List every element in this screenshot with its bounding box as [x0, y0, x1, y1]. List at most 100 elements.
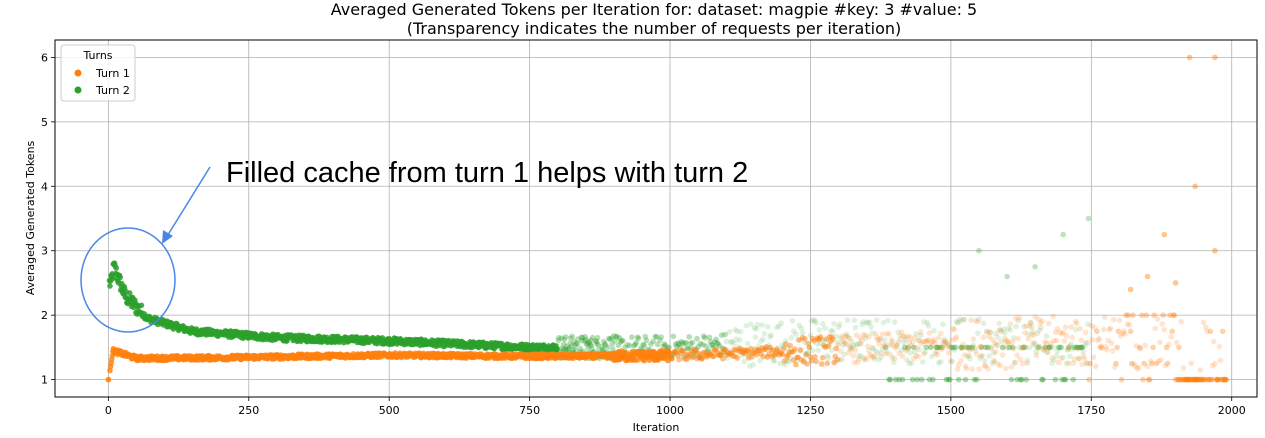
turn-1-point	[924, 337, 931, 344]
turn-2-point	[877, 336, 883, 343]
turn-2-point	[652, 333, 659, 340]
turn-2-point	[759, 322, 765, 328]
turn-2-point	[960, 317, 966, 323]
turn-2-point	[587, 342, 594, 349]
turn-1-point	[930, 338, 936, 345]
turn-2-point	[865, 319, 871, 326]
turn-1-point	[1135, 364, 1142, 371]
turn-2-point	[948, 344, 954, 351]
turn-1-point	[856, 356, 862, 363]
turn-1-point	[847, 335, 853, 342]
turn-1-point	[1127, 286, 1134, 293]
turn-1-point	[872, 330, 879, 337]
turn-2-point	[1038, 324, 1044, 331]
turn-2-point	[571, 338, 577, 345]
turn-2-point	[904, 357, 910, 363]
turn-2-point	[634, 334, 641, 341]
turn-2-point	[686, 334, 692, 340]
turn-2-point	[563, 343, 570, 350]
turn-2-point	[616, 335, 623, 341]
turn-1-point	[748, 345, 754, 352]
turn-2-point	[778, 320, 785, 326]
turn-1-point	[1133, 343, 1139, 349]
turn-1-point	[817, 334, 824, 340]
turn-1-point	[1212, 360, 1218, 367]
turn-2-point	[687, 340, 694, 347]
turn-1-point	[1137, 346, 1144, 352]
turn-1-point	[1176, 344, 1182, 351]
turn-2-point	[813, 320, 819, 326]
turn-1-point	[1157, 339, 1163, 346]
turn-1-point	[891, 355, 898, 362]
turn-1-point	[1132, 363, 1138, 370]
turn-2-point	[560, 346, 567, 353]
turn-1-point	[1032, 314, 1038, 320]
turn-2-point	[1017, 376, 1024, 383]
turn-1-point	[833, 345, 840, 352]
turn-1-point	[1107, 325, 1114, 332]
turn-2-point	[1018, 376, 1025, 383]
turn-2-point	[1084, 360, 1090, 366]
turn-2-point	[1085, 215, 1092, 222]
turn-1-point	[1066, 360, 1072, 367]
turn-1-point	[1169, 328, 1175, 335]
turn-2-point	[703, 343, 709, 349]
turn-2-point	[569, 333, 576, 340]
turn-2-point	[566, 345, 572, 351]
turn-2-point	[861, 357, 868, 363]
turn-1-point	[932, 340, 938, 346]
turn-2-point	[872, 348, 879, 354]
turn-2-point	[849, 339, 855, 345]
turn-1-point	[1114, 344, 1120, 351]
turn-2-point	[1076, 355, 1082, 362]
turn-2-point	[632, 341, 638, 348]
turn-2-point	[838, 335, 844, 342]
turn-1-point	[942, 338, 949, 345]
turn-1-point	[1186, 54, 1193, 61]
turn-1-point	[1197, 367, 1204, 373]
turn-2-point	[967, 355, 973, 362]
turn-1-point	[1057, 329, 1063, 336]
turn-1-point	[1077, 325, 1083, 332]
turn-1-point	[1120, 330, 1126, 337]
turn-1-point	[1126, 322, 1133, 328]
turn-2-point	[847, 344, 853, 350]
turn-2-point	[750, 362, 756, 368]
turn-1-point	[875, 337, 881, 343]
x-tick-label: 250	[238, 404, 259, 417]
turn-1-point	[994, 341, 1000, 348]
axis-ticks: 0 250 500 750 1000 1250 1500 1750 2000 1 2 3 4 5 6	[41, 51, 1246, 417]
turn-1-point	[849, 345, 855, 351]
turn-2-point	[1055, 344, 1062, 351]
turn-1-point	[1091, 324, 1098, 331]
turn-1-point	[1131, 361, 1137, 367]
turn-2-point	[744, 340, 751, 347]
turn-1-point	[884, 331, 890, 337]
turn-2-point	[1068, 341, 1074, 347]
turn-2-point	[622, 344, 628, 351]
turn-2-point	[624, 342, 631, 348]
turn-2-point	[816, 327, 823, 333]
turn-2-point	[676, 341, 682, 348]
turn-2-point	[1045, 344, 1052, 351]
turn-2-point	[978, 344, 984, 351]
turn-1-point	[964, 344, 971, 351]
turn-2-point	[1031, 342, 1037, 348]
turn-2-point	[650, 338, 656, 345]
turn-1-point	[1040, 346, 1046, 353]
turn-1-point	[1079, 361, 1086, 368]
turn-2-point	[613, 333, 619, 340]
turn-1-point	[1087, 360, 1093, 367]
turn-2-point	[714, 340, 720, 346]
turn-2-point	[835, 324, 842, 330]
turn-2-point	[902, 344, 908, 351]
turn-1-point	[980, 334, 987, 341]
turn-2-point	[887, 376, 893, 383]
turn-2-point	[658, 334, 664, 341]
turn-2-point	[573, 341, 579, 347]
turn-1-point	[957, 316, 963, 323]
turn-1-point	[1143, 312, 1150, 319]
turn-2-point	[674, 343, 680, 350]
turn-2-point	[987, 329, 993, 336]
turn-2-point	[602, 342, 609, 349]
